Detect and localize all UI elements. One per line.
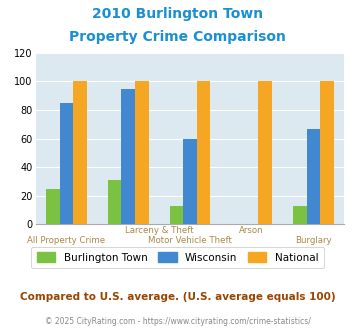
Bar (293, 206, 307, 224)
Text: © 2025 CityRating.com - https://www.cityrating.com/crime-statistics/: © 2025 CityRating.com - https://www.city… (45, 317, 310, 326)
Bar (108, 180, 121, 224)
Bar (258, 82, 272, 224)
Text: 2010 Burlington Town: 2010 Burlington Town (92, 7, 263, 20)
Bar (121, 88, 135, 224)
Bar (197, 82, 210, 224)
Bar (170, 206, 183, 224)
Text: Motor Vehicle Theft: Motor Vehicle Theft (148, 236, 232, 245)
Bar (320, 82, 334, 224)
Legend: Burlington Town, Wisconsin, National: Burlington Town, Wisconsin, National (31, 247, 324, 268)
Bar (135, 82, 148, 224)
Text: Compared to U.S. average. (U.S. average equals 100): Compared to U.S. average. (U.S. average … (20, 292, 335, 302)
Bar (73, 82, 87, 224)
Text: Larceny & Theft: Larceny & Theft (125, 226, 193, 235)
Bar (183, 139, 197, 224)
Bar (60, 103, 73, 224)
Text: All Property Crime: All Property Crime (27, 236, 105, 245)
Text: Arson: Arson (239, 226, 264, 235)
Text: Property Crime Comparison: Property Crime Comparison (69, 30, 286, 44)
Bar (46, 189, 60, 224)
Bar (307, 129, 320, 224)
Text: Burglary: Burglary (295, 236, 332, 245)
